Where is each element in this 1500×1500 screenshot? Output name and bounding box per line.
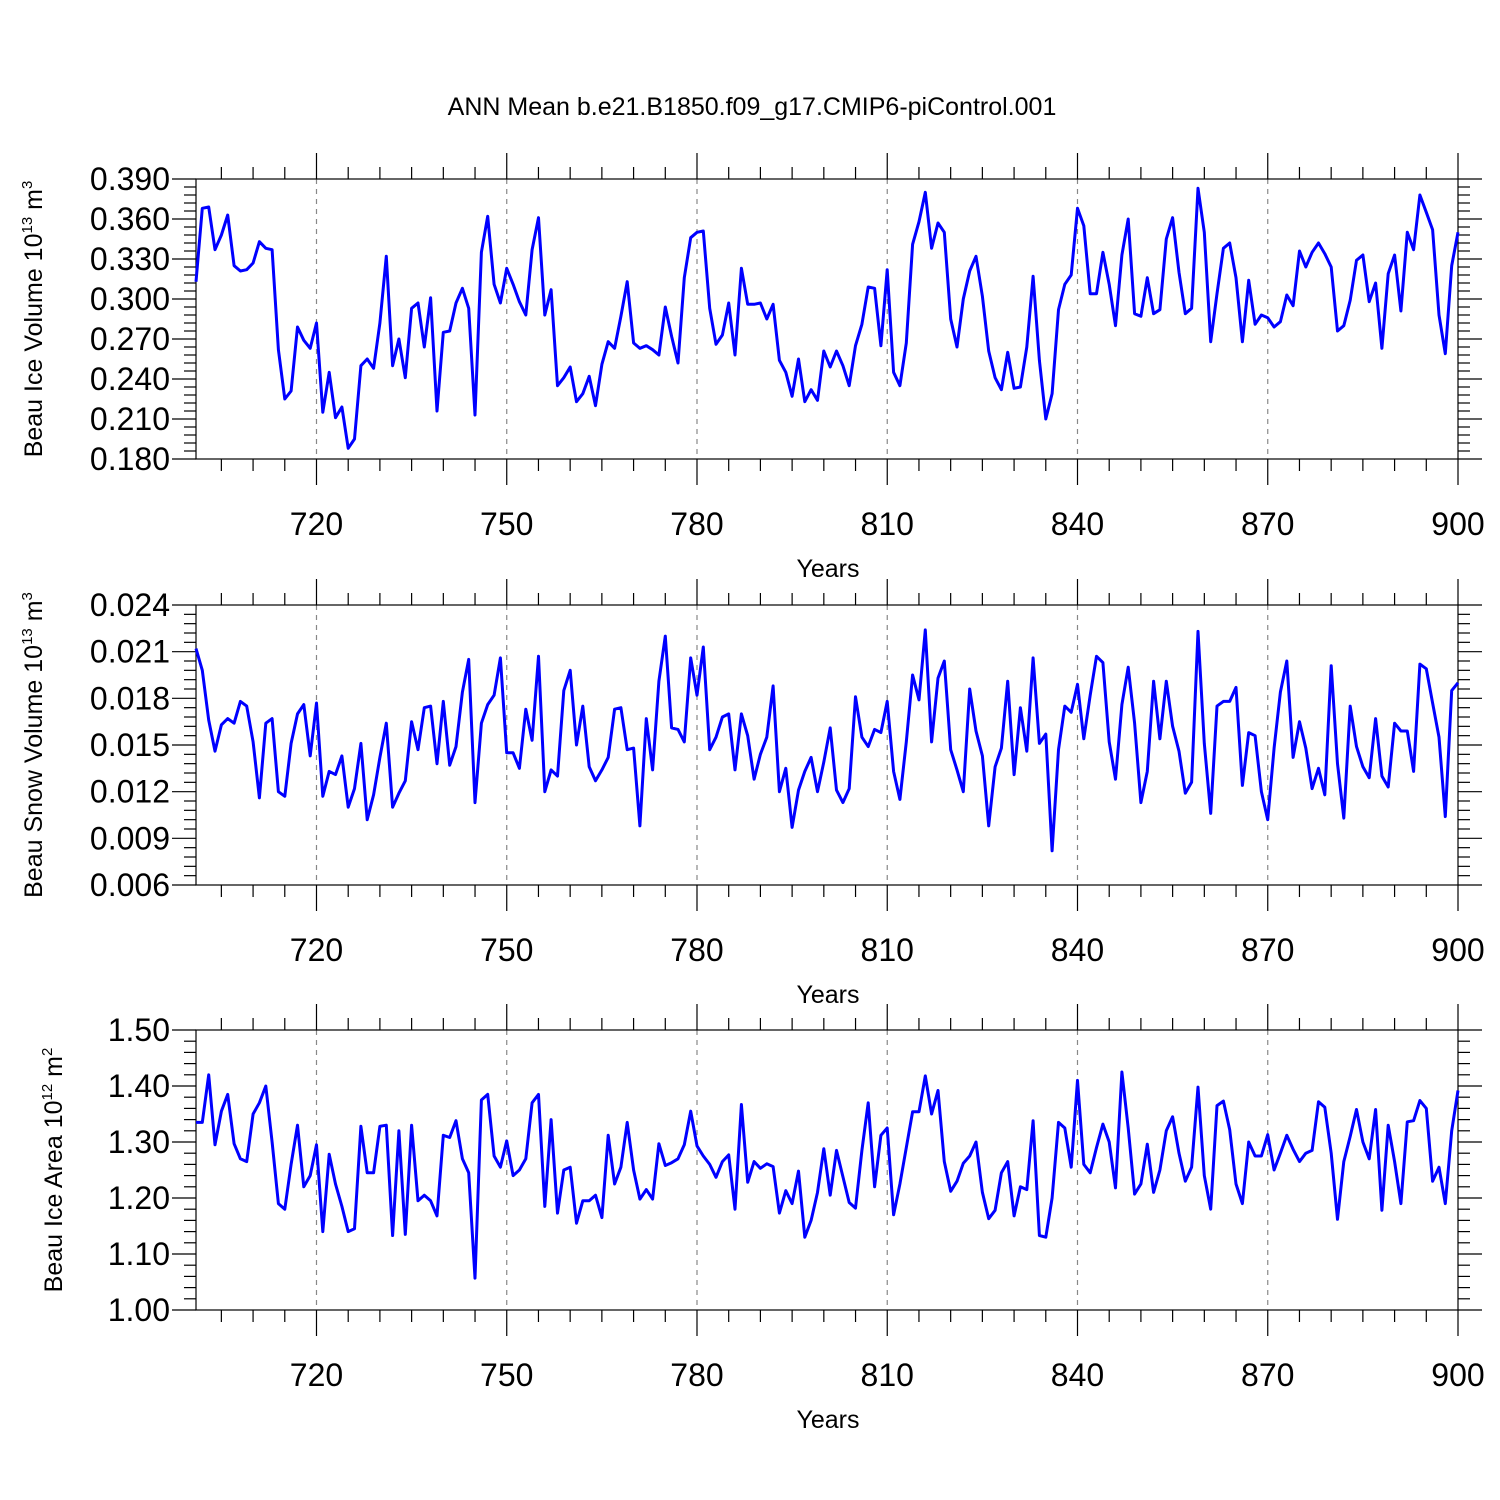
y-tick-label: 1.00	[108, 1292, 170, 1328]
x-tick-label: 750	[480, 932, 533, 968]
y-axis-label: Beau Snow Volume 1013 m3	[19, 592, 48, 898]
x-tick-label: 900	[1431, 1357, 1484, 1393]
y-tick-label: 0.180	[90, 441, 170, 477]
y-tick-label: 0.330	[90, 241, 170, 277]
x-tick-label: 750	[480, 1357, 533, 1393]
x-tick-label: 810	[861, 932, 914, 968]
x-axis-label: Years	[796, 555, 859, 583]
chart-panel-1: 0.180 0.210 0.240 0.270 0.300 0.330 0.360 0.390…	[19, 153, 1485, 583]
x-tick-label: 720	[290, 1357, 343, 1393]
x-tick-label: 900	[1431, 506, 1484, 542]
y-tick-label: 1.30	[108, 1124, 170, 1160]
y-tick-label: 1.40	[108, 1068, 170, 1104]
y-tick-label: 0.360	[90, 201, 170, 237]
series-line	[194, 186, 1460, 450]
x-tick-label: 840	[1051, 1357, 1104, 1393]
chart-panel-2: 0.006 0.009 0.012 0.015 0.018 0.021 0.024 720 75…	[19, 579, 1485, 1009]
series-line	[194, 628, 1460, 853]
y-tick-label: 0.390	[90, 161, 170, 197]
x-tick-label: 780	[670, 506, 723, 542]
x-axis-label: Years	[796, 1406, 859, 1434]
x-tick-label: 780	[670, 932, 723, 968]
plot-frame	[195, 178, 1459, 460]
y-axis-label: Beau Ice Volume 1013 m3	[19, 181, 48, 458]
x-tick-label: 720	[290, 506, 343, 542]
chart-panel-3: 1.00 1.10 1.20 1.30 1.40 1.50 720 750 780 810 840 8…	[39, 1004, 1485, 1434]
x-tick-label: 720	[290, 932, 343, 968]
y-tick-label: 0.012	[90, 774, 170, 810]
y-tick-label: 0.210	[90, 401, 170, 437]
y-axis-label: Beau Ice Area 1012 m2	[39, 1048, 68, 1293]
y-tick-label: 1.20	[108, 1180, 170, 1216]
x-axis-label: Years	[796, 981, 859, 1009]
y-tick-label: 1.10	[108, 1236, 170, 1272]
chart-title: ANN Mean b.e21.B1850.f09_g17.CMIP6-piCon…	[448, 93, 1057, 121]
y-tick-label: 0.015	[90, 727, 170, 763]
x-tick-label: 840	[1051, 932, 1104, 968]
y-tick-label: 0.240	[90, 361, 170, 397]
y-tick-label: 0.300	[90, 281, 170, 317]
x-tick-label: 870	[1241, 506, 1294, 542]
x-tick-label: 870	[1241, 1357, 1294, 1393]
x-tick-label: 840	[1051, 506, 1104, 542]
plot-frame	[195, 1029, 1459, 1311]
x-tick-label: 870	[1241, 932, 1294, 968]
y-tick-label: 0.006	[90, 867, 170, 903]
y-tick-label: 0.021	[90, 634, 170, 670]
x-tick-label: 780	[670, 1357, 723, 1393]
y-tick-label: 0.009	[90, 820, 170, 856]
x-tick-label: 810	[861, 1357, 914, 1393]
x-tick-label: 750	[480, 506, 533, 542]
y-tick-label: 0.270	[90, 321, 170, 357]
y-tick-label: 1.50	[108, 1012, 170, 1048]
x-tick-label: 810	[861, 506, 914, 542]
series-line	[196, 1070, 1460, 1280]
x-tick-label: 900	[1431, 932, 1484, 968]
y-tick-label: 0.018	[90, 680, 170, 716]
y-tick-label: 0.024	[90, 587, 170, 623]
